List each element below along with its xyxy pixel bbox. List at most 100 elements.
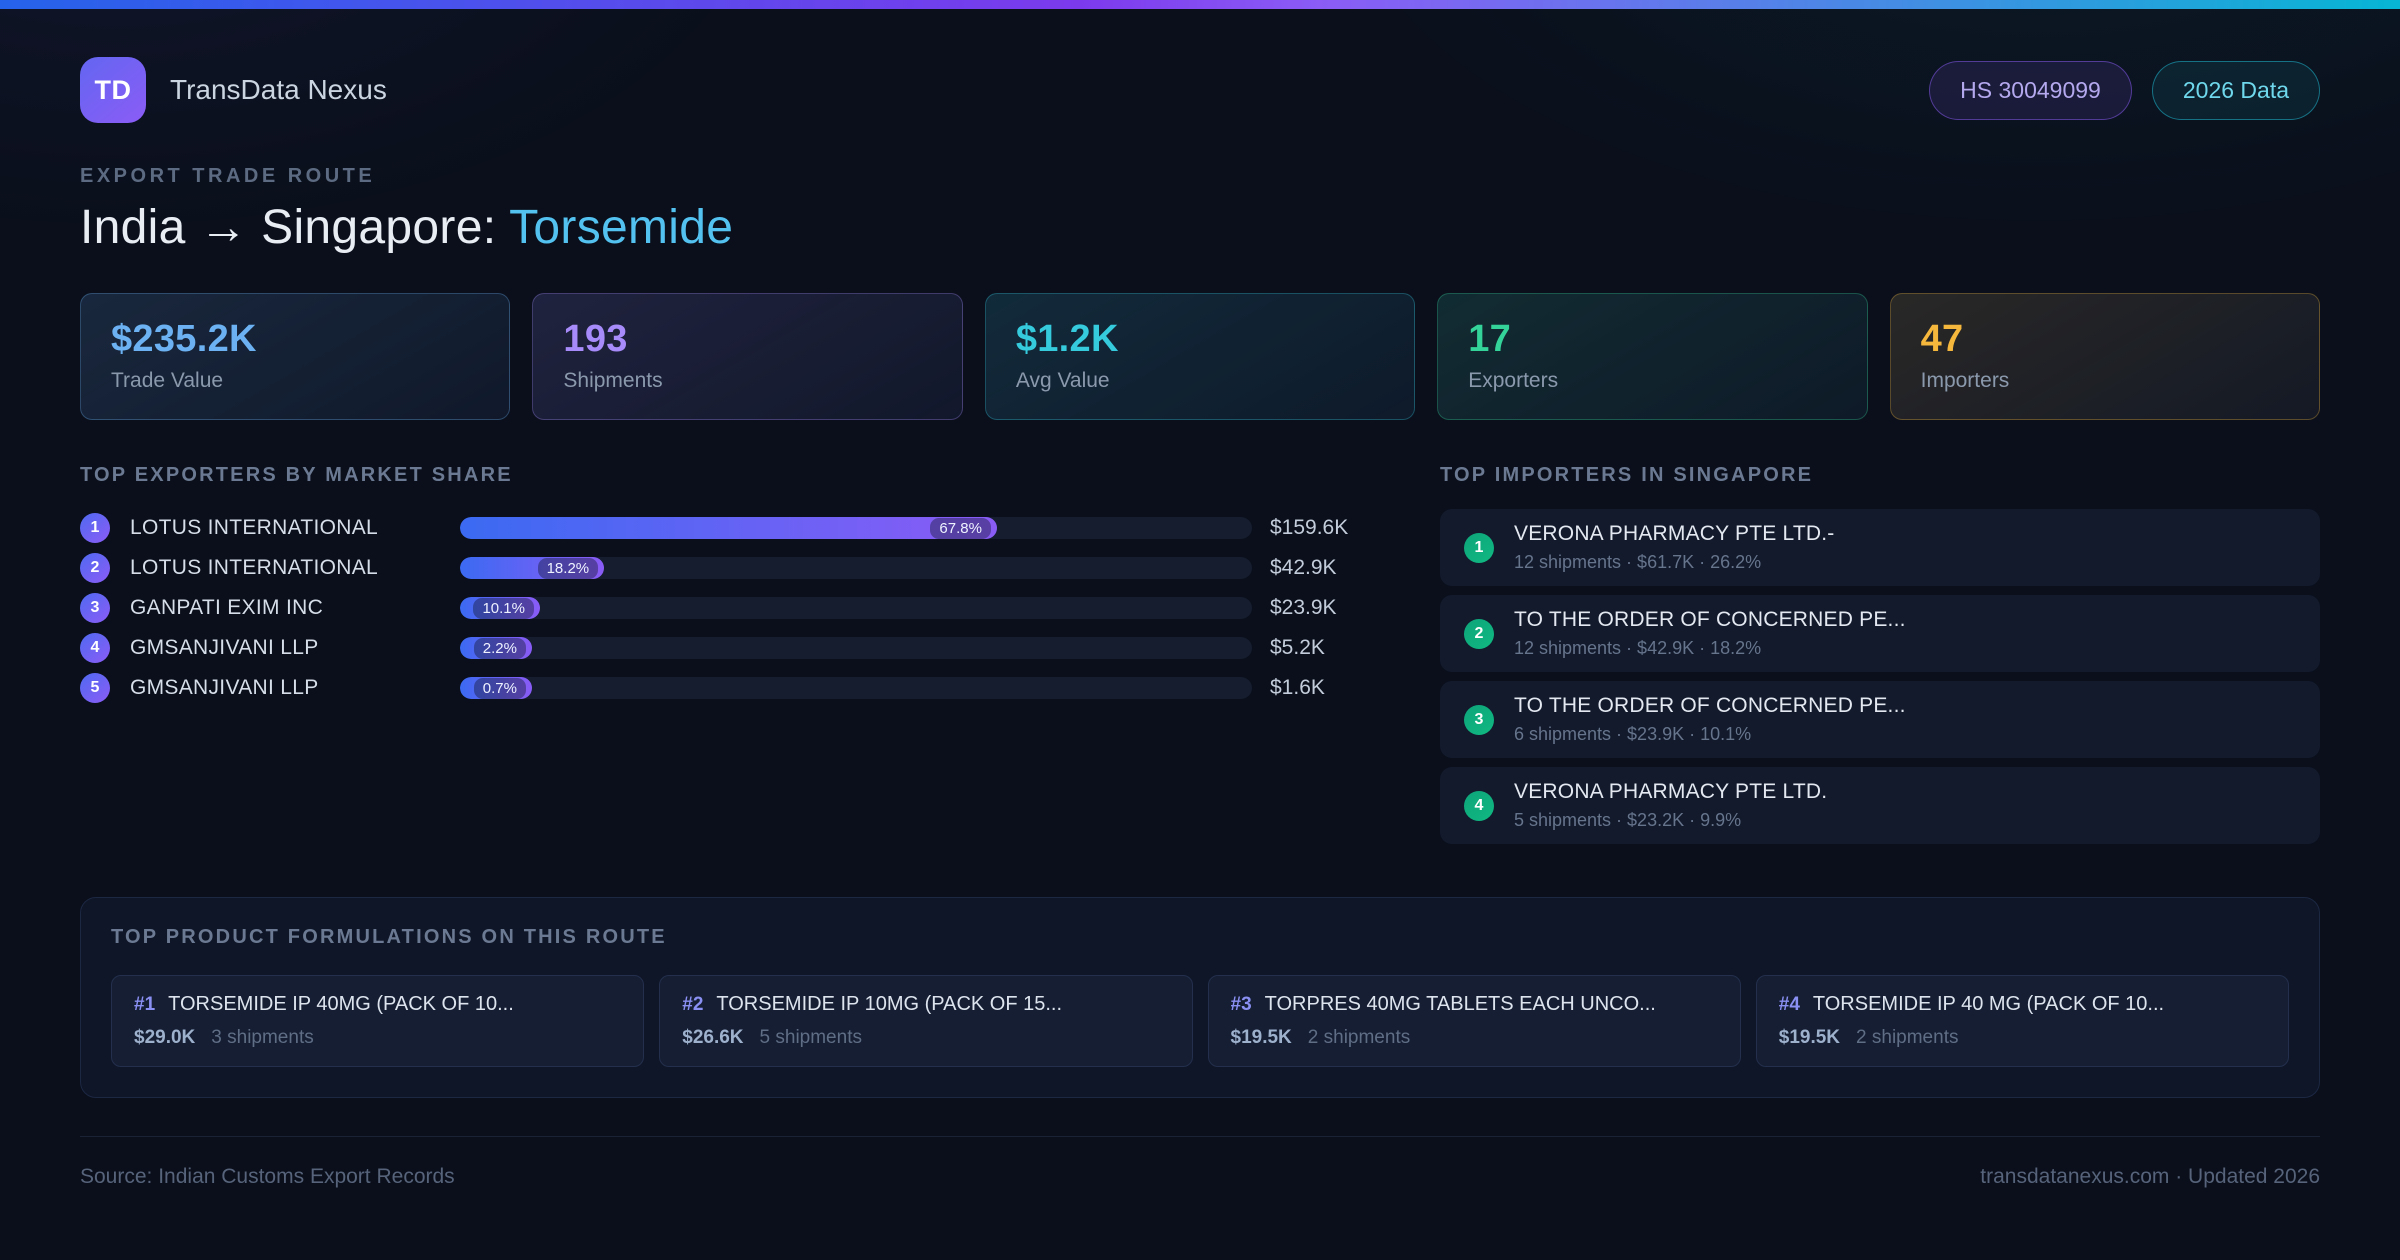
market-share-bar-fill: 2.2% [460, 637, 532, 659]
exporter-value: $5.2K [1270, 636, 1325, 659]
exporter-value: $23.9K [1270, 596, 1337, 619]
app-logo: TD [80, 57, 146, 123]
product-card[interactable]: #1 TORSEMIDE IP 40MG (PACK OF 10... $29.… [111, 975, 645, 1067]
rank-badge: 3 [1464, 704, 1494, 735]
stat-value: $1.2K [1015, 318, 1119, 360]
share-percent-label: 10.1% [473, 597, 534, 619]
year-badge[interactable]: 2026 Data [2151, 60, 2320, 120]
stat-cards: $235.2K Trade Value 193 Shipments $1.2K … [80, 293, 2321, 420]
stat-label: Exporters [1468, 369, 1559, 392]
importer-name: VERONA PHARMACY PTE LTD. [1514, 780, 1828, 803]
app-name: TransData Nexus [170, 74, 387, 105]
product-rank: #3 [1230, 994, 1252, 1015]
footer-source: Source: Indian Customs Export Records [80, 1165, 455, 1188]
exporter-row[interactable]: 3 GANPATI EXIM INC 10.1% $23.9K [80, 593, 1380, 623]
exporter-row[interactable]: 2 LOTUS INTERNATIONAL 18.2% $42.9K [80, 553, 1380, 583]
product-name: TORSEMIDE IP 40MG (PACK OF 10... [168, 993, 514, 1015]
product-shipments: 2 shipments [1307, 1027, 1411, 1048]
product-card[interactable]: #3 TORPRES 40MG TABLETS EACH UNCO... $19… [1207, 975, 1741, 1067]
importer-row[interactable]: 3 TO THE ORDER OF CONCERNED PE... 6 ship… [1440, 681, 2320, 758]
importer-row[interactable]: 2 TO THE ORDER OF CONCERNED PE... 12 shi… [1440, 595, 2320, 672]
product-card[interactable]: #4 TORSEMIDE IP 40 MG (PACK OF 10... $19… [1755, 975, 2289, 1067]
rank-badge: 2 [80, 553, 110, 583]
share-percent-label: 18.2% [537, 557, 599, 579]
top-gradient-bar [0, 0, 2400, 9]
stat-value: 47 [1920, 318, 1964, 360]
product-shipments: 2 shipments [1856, 1027, 1959, 1048]
footer: Source: Indian Customs Export Records tr… [80, 1136, 2320, 1189]
hs-code-badge[interactable]: HS 30049099 [1929, 60, 2132, 120]
importer-meta: 12 shipments · $42.9K · 18.2% [1514, 638, 1762, 658]
footer-site: transdatanexus.com · Updated 2026 [1980, 1165, 2320, 1188]
product-shipments: 3 shipments [211, 1027, 314, 1048]
stat-card-importers: 47 Importers [1889, 293, 2321, 420]
stat-value: $235.2K [111, 318, 257, 360]
exporter-name: LOTUS INTERNATIONAL [130, 556, 379, 579]
rank-badge: 4 [80, 633, 110, 663]
rank-badge: 4 [1464, 790, 1494, 821]
stat-value: 17 [1468, 318, 1512, 360]
products-panel: TOP PRODUCT FORMULATIONS ON THIS ROUTE #… [80, 897, 2320, 1098]
market-share-bar-fill: 67.8% [460, 517, 997, 539]
exporter-row[interactable]: 5 GMSANJIVANI LLP 0.7% $1.6K [80, 673, 1380, 703]
stat-value: 193 [563, 318, 628, 360]
market-share-bar: 0.7% [460, 677, 1252, 699]
stat-card-exporters: 17 Exporters [1437, 293, 1868, 420]
importer-name: TO THE ORDER OF CONCERNED PE... [1514, 608, 1906, 631]
importer-meta: 6 shipments · $23.9K · 10.1% [1514, 724, 1752, 744]
exporter-row[interactable]: 1 LOTUS INTERNATIONAL 67.8% $159.6K [80, 513, 1380, 543]
exporter-row[interactable]: 4 GMSANJIVANI LLP 2.2% $5.2K [80, 633, 1380, 663]
importers-title: TOP IMPORTERS IN SINGAPORE [1440, 464, 1814, 486]
importer-meta: 5 shipments · $23.2K · 9.9% [1514, 810, 1742, 830]
exporter-value: $1.6K [1270, 676, 1325, 699]
importer-name: VERONA PHARMACY PTE LTD.- [1514, 522, 1835, 545]
exporter-value: $159.6K [1270, 516, 1349, 539]
exporters-title: TOP EXPORTERS BY MARKET SHARE [80, 464, 513, 486]
market-share-bar-fill: 10.1% [460, 597, 540, 619]
product-name: TORSEMIDE IP 10MG (PACK OF 15... [716, 993, 1063, 1015]
product-name: TORPRES 40MG TABLETS EACH UNCO... [1264, 993, 1656, 1015]
stat-label: Shipments [563, 369, 663, 392]
stat-label: Avg Value [1015, 369, 1110, 392]
product-value: $19.5K [1230, 1027, 1292, 1048]
stat-card-avg-value: $1.2K Avg Value [984, 293, 1416, 420]
stat-label: Trade Value [111, 369, 224, 392]
exporter-name: GANPATI EXIM INC [130, 596, 324, 619]
page-eyebrow: EXPORT TRADE ROUTE [80, 165, 376, 187]
rank-badge: 1 [80, 513, 110, 543]
exporter-value: $42.9K [1270, 556, 1337, 579]
importer-name: TO THE ORDER OF CONCERNED PE... [1514, 694, 1906, 717]
rank-badge: 3 [80, 593, 110, 623]
page-title-product: Torsemide [509, 201, 734, 254]
rank-badge: 5 [80, 673, 110, 703]
importers-section: TOP IMPORTERS IN SINGAPORE 1 VERONA PHAR… [1440, 464, 2320, 853]
header: TD TransData Nexus HS 30049099 2026 Data [80, 57, 2320, 123]
stat-label: Importers [1920, 369, 2010, 392]
page: TD TransData Nexus HS 30049099 2026 Data… [0, 57, 2400, 1189]
product-rank: #2 [682, 994, 704, 1015]
importer-row[interactable]: 4 VERONA PHARMACY PTE LTD. 5 shipments ·… [1440, 767, 2320, 844]
market-share-bar: 18.2% [460, 557, 1252, 579]
market-share-bar: 2.2% [460, 637, 1252, 659]
page-title-route: India → Singapore: [80, 201, 510, 254]
importer-meta: 12 shipments · $61.7K · 26.2% [1514, 552, 1762, 572]
product-card[interactable]: #2 TORSEMIDE IP 10MG (PACK OF 15... $26.… [659, 975, 1193, 1067]
market-share-bar: 67.8% [460, 517, 1252, 539]
market-share-bar: 10.1% [460, 597, 1252, 619]
stat-card-trade-value: $235.2K Trade Value [80, 293, 511, 420]
products-title: TOP PRODUCT FORMULATIONS ON THIS ROUTE [111, 926, 667, 948]
importer-row[interactable]: 1 VERONA PHARMACY PTE LTD.- 12 shipments… [1440, 509, 2320, 586]
exporter-name: GMSANJIVANI LLP [130, 676, 319, 699]
share-percent-label: 67.8% [930, 517, 991, 539]
product-value: $19.5K [1778, 1027, 1841, 1048]
share-percent-label: 0.7% [473, 677, 526, 699]
exporters-section: TOP EXPORTERS BY MARKET SHARE 1 LOTUS IN… [80, 464, 1380, 713]
product-rank: #4 [1778, 994, 1800, 1015]
product-rank: #1 [134, 994, 156, 1015]
rank-badge: 2 [1464, 618, 1494, 649]
product-name: TORSEMIDE IP 40 MG (PACK OF 10... [1812, 993, 2165, 1015]
share-percent-label: 2.2% [473, 637, 526, 659]
stat-card-shipments: 193 Shipments [532, 293, 963, 420]
exporter-name: LOTUS INTERNATIONAL [130, 516, 379, 539]
product-value: $29.0K [134, 1027, 196, 1048]
